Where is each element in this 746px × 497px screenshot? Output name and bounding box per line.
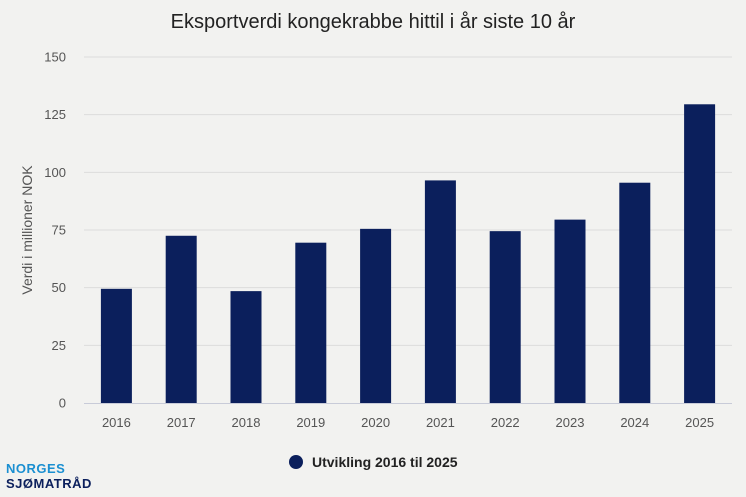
x-tick-label: 2021 [426,415,455,430]
bar-2024[interactable] [619,182,651,403]
x-tick-label: 2024 [620,415,649,430]
x-axis-ticks: 2016 2017 2018 2019 2020 2021 2022 2023 2024 2025 [102,415,714,430]
x-tick-label: 2018 [232,415,261,430]
y-tick-label: 25 [52,338,66,353]
bar-2023[interactable] [554,219,586,403]
x-tick-label: 2020 [361,415,390,430]
bar-2020[interactable] [360,228,392,403]
y-tick-label: 150 [44,50,66,65]
x-tick-label: 2023 [556,415,585,430]
bar-2017[interactable] [165,235,197,403]
x-tick-label: 2016 [102,415,131,430]
bar-2022[interactable] [489,231,521,403]
chart-title: Eksportverdi kongekrabbe hittil i år sis… [171,11,576,33]
y-tick-label: 125 [44,107,66,122]
legend-label: Utvikling 2016 til 2025 [312,454,458,470]
x-tick-label: 2025 [685,415,714,430]
bar-2018[interactable] [230,291,262,403]
bar-2021[interactable] [424,180,456,403]
y-axis-ticks: 0 25 50 75 100 125 150 [44,50,66,411]
y-tick-label: 100 [44,165,66,180]
y-tick-label: 75 [52,223,66,238]
bar-2019[interactable] [295,242,327,403]
logo-line1: NORGES [6,461,66,476]
logo-line2: SJØMATRÅD [6,476,92,491]
x-tick-label: 2017 [167,415,196,430]
bar-2016[interactable] [100,288,132,403]
y-tick-label: 0 [59,396,66,411]
x-tick-label: 2019 [296,415,325,430]
y-axis-label: Verdi i millioner NOK [19,165,35,295]
y-tick-label: 50 [52,280,66,295]
legend[interactable]: Utvikling 2016 til 2025 [289,454,458,470]
bar-2025[interactable] [684,104,716,403]
x-tick-label: 2022 [491,415,520,430]
bars [100,104,716,403]
legend-marker [289,455,303,469]
logo: NORGES SJØMATRÅD [6,461,92,491]
